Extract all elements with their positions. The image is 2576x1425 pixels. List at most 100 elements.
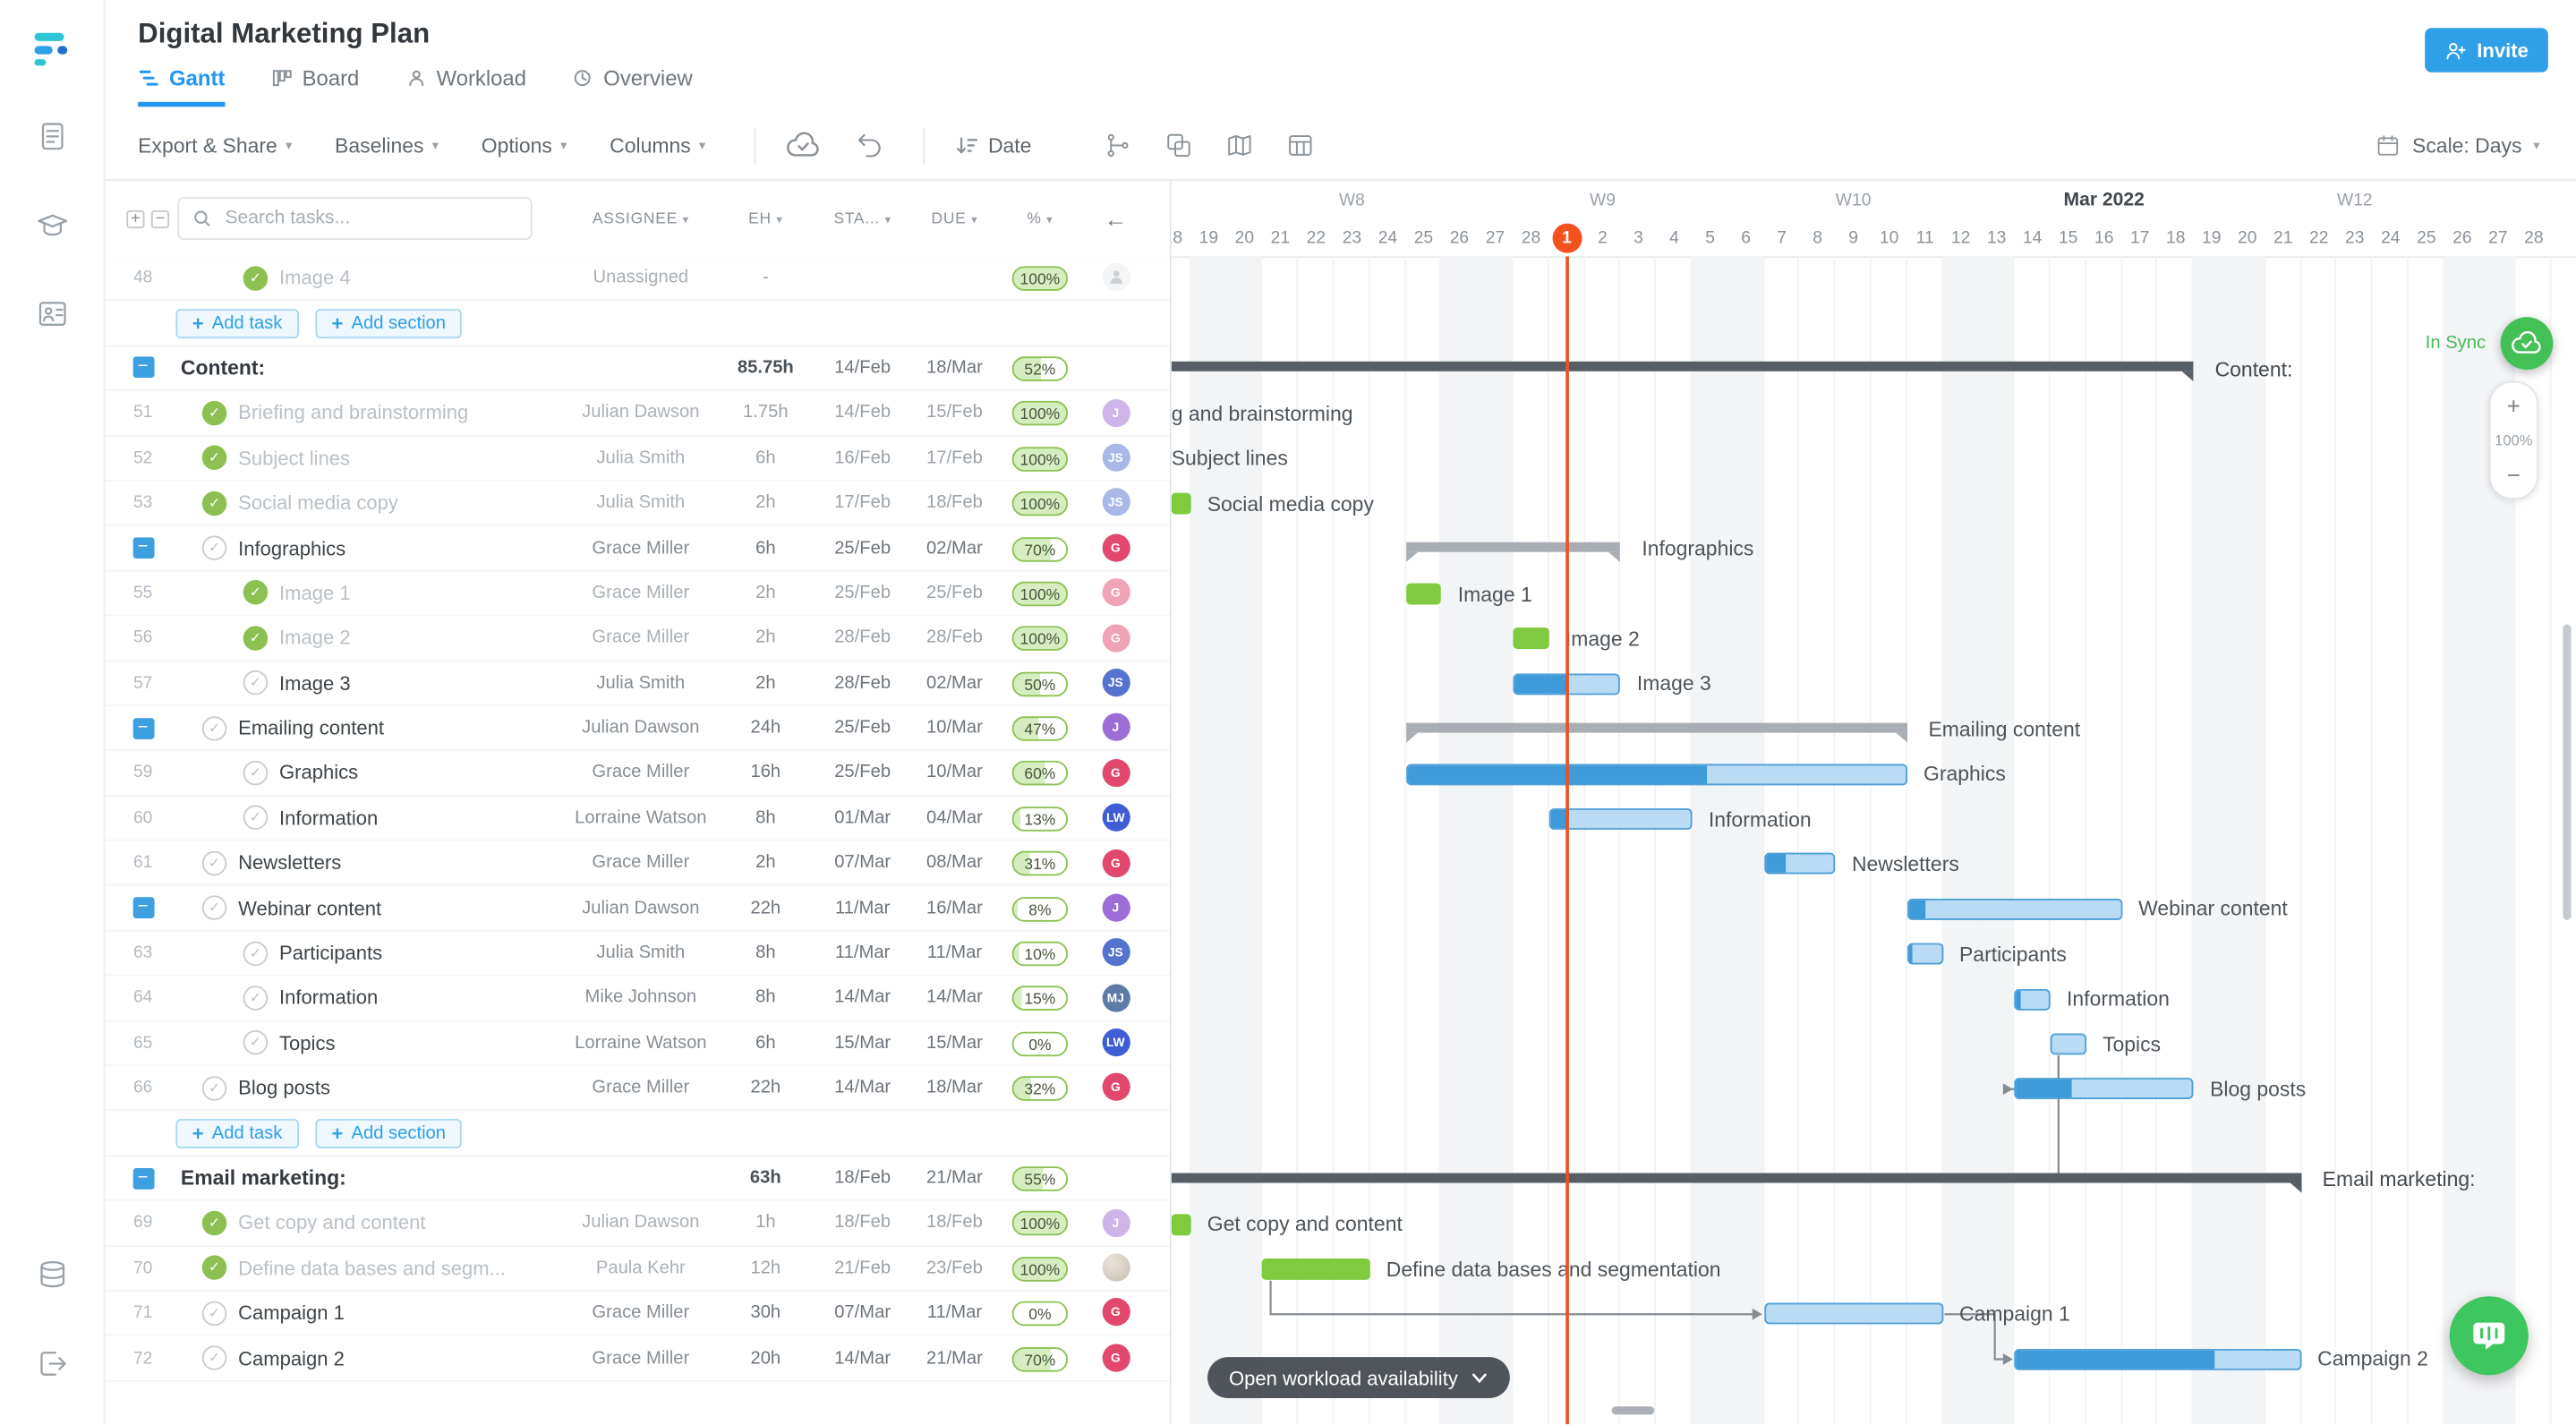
tab-board[interactable]: Board	[271, 65, 359, 107]
due-date-cell[interactable]: 10/Mar	[925, 718, 983, 738]
assignee-cell[interactable]: Julia Smith	[596, 943, 686, 963]
gantt-bar[interactable]	[1513, 627, 1549, 650]
task-checkbox[interactable]: ✓	[201, 1210, 227, 1236]
start-date-cell[interactable]: 11/Mar	[834, 898, 891, 918]
task-row[interactable]: 52 ✓ Subject lines Julia Smith 6h 16/Feb 17/Fe…	[105, 436, 1170, 482]
due-date-cell[interactable]: 02/Mar	[925, 538, 983, 559]
start-date-cell[interactable]: 25/Feb	[834, 583, 891, 603]
avatar[interactable]: G	[1101, 533, 1130, 562]
assignee-cell[interactable]: Julia Smith	[596, 673, 686, 694]
start-date-cell[interactable]: 14/Mar	[834, 987, 891, 1008]
task-row[interactable]: 57 ✓ Image 3 Julia Smith 2h 28/Feb 02/Mar 50% JS	[105, 661, 1170, 707]
map-icon[interactable]	[1225, 132, 1253, 159]
task-row[interactable]: 66 ✓ Blog posts Grace Miller 22h 14/Mar 18/Mar…	[105, 1066, 1170, 1112]
progress-pill[interactable]: 100%	[1011, 1256, 1069, 1282]
progress-pill[interactable]: 31%	[1011, 851, 1069, 876]
intercom-button[interactable]	[2449, 1296, 2529, 1376]
estimation-cell[interactable]: 8h	[755, 807, 776, 828]
task-row[interactable]: − ✓ Emailing content Julian Dawson 24h 25/Feb…	[105, 706, 1170, 752]
gantt-bar[interactable]	[1171, 1213, 1191, 1235]
task-row[interactable]: 60 ✓ Information Lorraine Watson 8h 01/Mar 04/…	[105, 796, 1170, 841]
sync-button[interactable]	[2500, 317, 2554, 370]
avatar[interactable]: G	[1101, 1298, 1130, 1327]
logout-icon[interactable]	[24, 1335, 80, 1391]
task-row[interactable]: − ✓ Webinar content Julian Dawson 22h 11/Mar 1…	[105, 886, 1170, 932]
estimation-cell[interactable]: 63h	[749, 1168, 781, 1189]
start-date-cell[interactable]: 21/Feb	[834, 1258, 891, 1278]
progress-pill[interactable]: 100%	[1011, 491, 1069, 516]
contacts-icon[interactable]	[24, 286, 80, 341]
start-date-cell[interactable]: 01/Mar	[834, 807, 891, 828]
progress-pill[interactable]: 15%	[1011, 986, 1069, 1011]
tab-workload[interactable]: Workload	[405, 65, 526, 107]
assignee-cell[interactable]: Julian Dawson	[582, 718, 700, 738]
scale-select[interactable]: Scale: Days ▾	[2367, 132, 2550, 159]
task-row[interactable]: 72 ✓ Campaign 2 Grace Miller 20h 14/Mar 21/Mar…	[105, 1335, 1170, 1382]
progress-pill[interactable]: 100%	[1011, 581, 1069, 607]
progress-pill[interactable]: 0%	[1011, 1301, 1069, 1327]
estimation-cell[interactable]: 6h	[755, 538, 776, 559]
start-date-cell[interactable]: 25/Feb	[834, 763, 891, 783]
assignee-cell[interactable]: Grace Miller	[592, 627, 690, 648]
estimation-cell[interactable]: 2h	[755, 853, 776, 874]
assignee-cell[interactable]: Julia Smith	[596, 492, 686, 513]
task-row[interactable]: 70 ✓ Define data bases and segm... Paula Ke…	[105, 1246, 1170, 1292]
estimation-cell[interactable]: 16h	[750, 763, 781, 783]
gantt-bar[interactable]	[2014, 1348, 2301, 1370]
summary-bar[interactable]	[1171, 362, 2194, 382]
assignee-cell[interactable]: Grace Miller	[592, 1078, 690, 1098]
progress-pill[interactable]: 100%	[1011, 1211, 1069, 1237]
task-checkbox[interactable]: ✓	[243, 670, 269, 695]
estimation-cell[interactable]: 12h	[750, 1258, 781, 1278]
due-date-cell[interactable]: 10/Mar	[925, 763, 983, 783]
task-checkbox[interactable]: ✓	[201, 1075, 227, 1101]
task-checkbox[interactable]: ✓	[243, 580, 269, 606]
section-row[interactable]: − Content: 85.75h 14/Feb 18/Mar 52%	[105, 346, 1170, 392]
start-date-cell[interactable]: 07/Mar	[834, 1302, 891, 1323]
assignee-cell[interactable]: Grace Miller	[592, 763, 690, 783]
progress-pill[interactable]: 100%	[1011, 266, 1069, 292]
progress-pill[interactable]: 10%	[1011, 941, 1069, 967]
estimation-cell[interactable]: 1h	[755, 1213, 776, 1233]
task-row[interactable]: 51 ✓ Briefing and brainstorming Julian Daws…	[105, 391, 1170, 437]
progress-pill[interactable]: 100%	[1011, 626, 1069, 652]
assignee-cell[interactable]: Lorraine Watson	[575, 1033, 707, 1054]
workload-button[interactable]: Open workload availability	[1207, 1357, 1511, 1399]
avatar[interactable]: MJ	[1101, 983, 1130, 1012]
critical-path-icon[interactable]	[1104, 132, 1131, 159]
task-row[interactable]: 64 ✓ Information Mike Johnson 8h 14/Mar 14/Mar…	[105, 976, 1170, 1022]
avatar[interactable]: G	[1101, 623, 1130, 652]
database-icon[interactable]	[24, 1247, 80, 1302]
columns-menu[interactable]: Columns ▾	[610, 134, 705, 158]
task-row[interactable]: 56 ✓ Image 2 Grace Miller 2h 28/Feb 28/Feb 100%…	[105, 616, 1170, 661]
assignee-cell[interactable]: Unassigned	[593, 268, 689, 288]
start-date-cell[interactable]: 18/Feb	[834, 1168, 891, 1189]
start-date-cell[interactable]: 28/Feb	[834, 673, 891, 694]
due-date-cell[interactable]: 21/Mar	[925, 1348, 983, 1369]
progress-pill[interactable]: 100%	[1011, 401, 1069, 427]
start-date-cell[interactable]: 11/Mar	[834, 943, 891, 963]
search-input[interactable]	[221, 207, 518, 230]
task-row[interactable]: 53 ✓ Social media copy Julia Smith 2h 17/Feb 1…	[105, 481, 1170, 526]
task-checkbox[interactable]: ✓	[201, 895, 227, 921]
assignee-cell[interactable]: Grace Miller	[592, 1348, 690, 1369]
documents-icon[interactable]	[24, 108, 80, 164]
assignee-cell[interactable]: Mike Johnson	[584, 987, 697, 1008]
collapse-button[interactable]: −	[132, 537, 154, 559]
start-date-cell[interactable]: 14/Mar	[834, 1348, 891, 1369]
progress-pill[interactable]: 32%	[1011, 1076, 1069, 1102]
task-checkbox[interactable]: ✓	[243, 940, 269, 966]
start-date-cell[interactable]: 17/Feb	[834, 492, 891, 513]
avatar[interactable]: J	[1101, 1208, 1130, 1237]
estimation-cell[interactable]: 6h	[755, 448, 776, 468]
invite-button[interactable]: Invite	[2424, 28, 2548, 73]
avatar[interactable]: JS	[1101, 938, 1130, 967]
start-date-cell[interactable]: 07/Mar	[834, 853, 891, 874]
progress-pill[interactable]: 0%	[1011, 1031, 1069, 1056]
estimation-cell[interactable]: 2h	[755, 627, 776, 648]
start-date-cell[interactable]: 14/Mar	[834, 1078, 891, 1098]
add-task-button[interactable]: + Add task	[175, 1118, 299, 1148]
task-row[interactable]: 61 ✓ Newsletters Grace Miller 2h 07/Mar 08/Mar…	[105, 840, 1170, 887]
estimation-cell[interactable]: 24h	[750, 718, 781, 738]
collapse-button[interactable]: −	[132, 717, 154, 739]
